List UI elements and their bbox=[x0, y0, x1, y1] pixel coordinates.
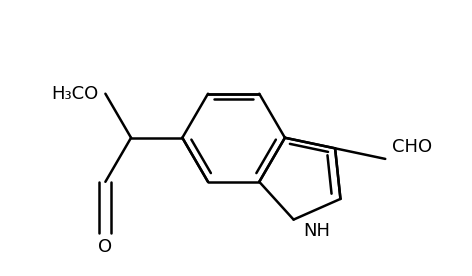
Text: H₃CO: H₃CO bbox=[51, 85, 98, 103]
Text: CHO: CHO bbox=[392, 138, 432, 156]
Text: NH: NH bbox=[303, 222, 330, 240]
Text: O: O bbox=[98, 238, 112, 256]
